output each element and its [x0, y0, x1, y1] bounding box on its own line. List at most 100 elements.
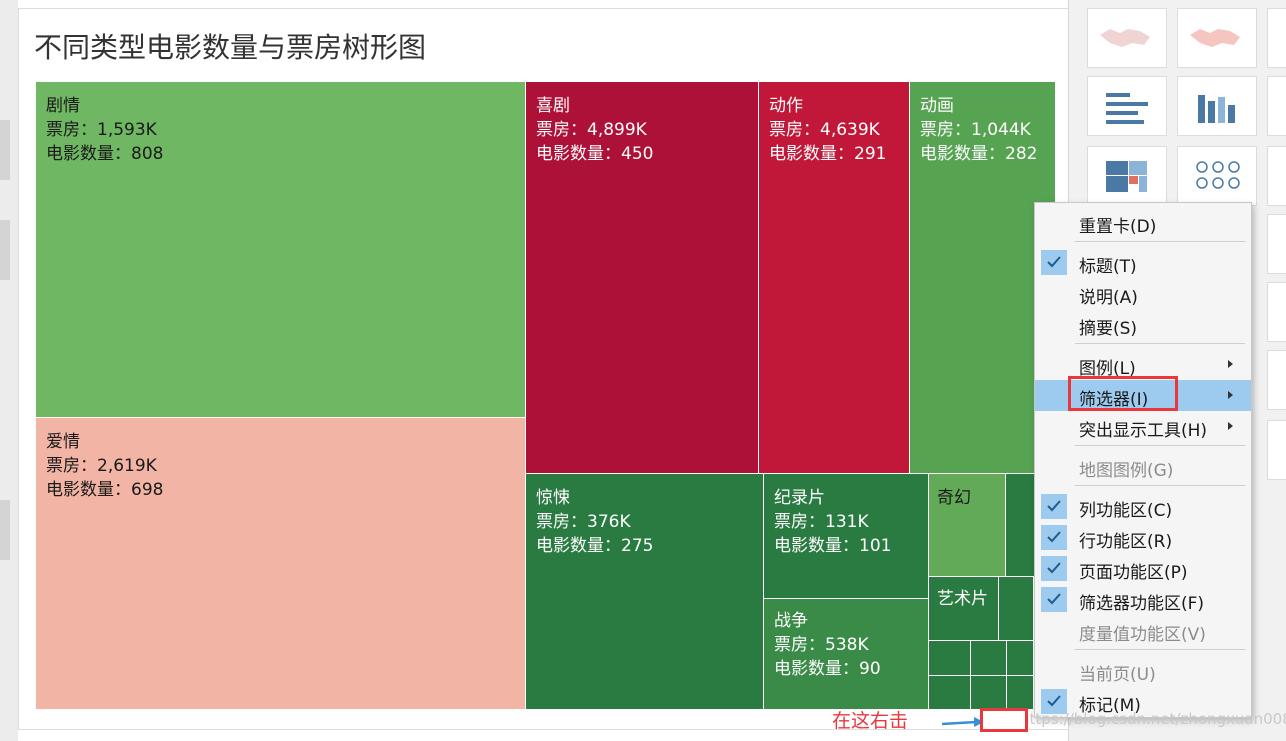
treemap-cell-animation[interactable]: 动画 票房：1,044K 电影数量：282 — [910, 82, 1056, 474]
box-office-value: 131K — [825, 512, 869, 532]
filled-map-icon[interactable] — [1087, 8, 1167, 68]
menu-item-label: 重置卡(D) — [1079, 217, 1157, 237]
cell-genre-label: 剧情 — [46, 96, 80, 116]
chart-type-icon[interactable] — [1267, 350, 1286, 410]
left-panel-edge — [0, 0, 18, 741]
box-office-value: 1,044K — [971, 120, 1031, 140]
menu-item-label: 页面功能区(P) — [1079, 563, 1188, 583]
menu-item-highlighters[interactable]: 突出显示工具(H) — [1035, 411, 1251, 442]
count-value: 101 — [859, 536, 892, 556]
treemap-icon[interactable] — [1087, 146, 1167, 206]
chart-type-icon[interactable] — [1267, 8, 1286, 68]
menu-item-filters[interactable]: 筛选器(I) — [1035, 380, 1251, 411]
menu-item-current-page: 当前页(U) — [1035, 655, 1251, 686]
menu-item-label: 列功能区(C) — [1079, 501, 1173, 521]
count-prefix: 电影数量： — [774, 536, 859, 556]
menu-item-legends[interactable]: 图例(L) — [1035, 349, 1251, 380]
treemap-cell-documentary[interactable]: 纪录片 票房：131K 电影数量：101 — [764, 474, 929, 599]
box-office-value: 1,593K — [97, 120, 157, 140]
circle-view-icon[interactable] — [1177, 146, 1257, 206]
treemap-cell-fantasy[interactable]: 奇幻 — [929, 474, 1006, 577]
menu-separator — [1075, 649, 1245, 650]
menu-item-label: 行功能区(R) — [1079, 532, 1173, 552]
menu-item-label: 度量值功能区(V) — [1079, 625, 1206, 645]
menu-item-label: 图例(L) — [1079, 359, 1136, 379]
menu-item-marks[interactable]: 标记(M) — [1035, 686, 1251, 717]
count-value: 275 — [621, 536, 654, 556]
checkmark-icon — [1041, 587, 1067, 612]
submenu-arrow-icon — [1228, 360, 1233, 368]
checkmark-icon — [1041, 525, 1067, 550]
menu-item-columns-shelf[interactable]: 列功能区(C) — [1035, 491, 1251, 522]
box-office-prefix: 票房： — [774, 512, 825, 532]
chart-type-icon[interactable] — [1267, 420, 1286, 480]
cell-genre-label: 惊悚 — [536, 488, 570, 508]
menu-item-pages-shelf[interactable]: 页面功能区(P) — [1035, 553, 1251, 584]
menu-item-label: 筛选器(I) — [1079, 390, 1149, 410]
treemap-chart[interactable]: 剧情 票房：1,593K 电影数量：808 爱情 票房：2,619K 电影数量：… — [36, 82, 1056, 710]
cell-genre-label: 战争 — [774, 611, 808, 631]
cell-genre-label: 动画 — [920, 96, 954, 116]
treemap-cell-war[interactable]: 战争 票房：538K 电影数量：90 — [764, 599, 929, 710]
box-office-prefix: 票房： — [46, 120, 97, 140]
treemap-cell-art-film[interactable]: 艺术片 — [929, 577, 999, 641]
panel-edge-tab[interactable] — [0, 120, 10, 180]
horizontal-bar-icon[interactable] — [1087, 76, 1167, 136]
menu-item-caption[interactable]: 说明(A) — [1035, 278, 1251, 309]
count-prefix: 电影数量： — [536, 536, 621, 556]
treemap-cell-small[interactable] — [929, 676, 971, 710]
context-menu: 重置卡(D) 标题(T) 说明(A) 摘要(S) 图例(L) 筛选器(I) 突出… — [1034, 202, 1252, 718]
menu-item-reset-cards[interactable]: 重置卡(D) — [1035, 207, 1251, 238]
menu-item-rows-shelf[interactable]: 行功能区(R) — [1035, 522, 1251, 553]
treemap-cell-small[interactable] — [929, 641, 971, 676]
menu-item-label: 突出显示工具(H) — [1079, 421, 1208, 441]
treemap-cell-small[interactable] — [999, 577, 1034, 641]
box-office-prefix: 票房： — [774, 635, 825, 655]
box-office-prefix: 票房： — [769, 120, 820, 140]
treemap-cell-small[interactable] — [971, 676, 1007, 710]
menu-item-label: 筛选器功能区(F) — [1079, 594, 1205, 614]
treemap-cell-comedy[interactable]: 喜剧 票房：4,899K 电影数量：450 — [526, 82, 759, 474]
count-prefix: 电影数量： — [769, 144, 854, 164]
box-office-value: 538K — [825, 635, 869, 655]
annotation-arrow-icon — [941, 717, 984, 727]
box-office-prefix: 票房： — [46, 456, 97, 476]
chart-type-icon[interactable] — [1267, 214, 1286, 274]
menu-item-label: 地图图例(G) — [1079, 461, 1174, 481]
menu-separator — [1075, 241, 1245, 242]
worksheet-title[interactable]: 不同类型电影数量与票房树形图 — [34, 31, 427, 64]
box-office-value: 376K — [587, 512, 631, 532]
menu-separator — [1075, 445, 1245, 446]
treemap-cell-small[interactable] — [1007, 676, 1034, 710]
panel-edge-tab[interactable] — [0, 500, 10, 560]
symbol-map-icon[interactable] — [1177, 8, 1257, 68]
box-office-prefix: 票房： — [536, 120, 587, 140]
chart-type-icon[interactable] — [1267, 146, 1286, 206]
treemap-cell-action[interactable]: 动作 票房：4,639K 电影数量：291 — [759, 82, 910, 474]
treemap-cell-thriller[interactable]: 惊悚 票房：376K 电影数量：275 — [526, 474, 764, 710]
treemap-cell-small[interactable] — [1007, 641, 1034, 676]
treemap-cell-drama[interactable]: 剧情 票房：1,593K 电影数量：808 — [36, 82, 526, 418]
panel-edge-tab[interactable] — [0, 220, 10, 280]
treemap-cell-romance[interactable]: 爱情 票房：2,619K 电影数量：698 — [36, 418, 526, 710]
treemap-cell-small[interactable] — [971, 641, 1007, 676]
box-office-value: 2,619K — [97, 456, 157, 476]
checkmark-icon — [1041, 556, 1067, 581]
watermark: https://blog.csdn.net/zhongxuan008 — [1020, 710, 1286, 728]
chart-type-icon[interactable] — [1267, 76, 1286, 136]
menu-item-title[interactable]: 标题(T) — [1035, 247, 1251, 278]
chart-type-icon[interactable] — [1267, 282, 1286, 342]
count-value: 90 — [859, 659, 881, 679]
count-prefix: 电影数量： — [536, 144, 621, 164]
highlight-box-filters — [1068, 376, 1178, 411]
stacked-bar-icon[interactable] — [1177, 76, 1257, 136]
highlight-box-right-click-spot[interactable] — [980, 708, 1028, 732]
count-value: 291 — [854, 144, 887, 164]
count-prefix: 电影数量： — [920, 144, 1005, 164]
count-value: 282 — [1005, 144, 1038, 164]
menu-separator — [1075, 485, 1245, 486]
menu-item-filters-shelf[interactable]: 筛选器功能区(F) — [1035, 584, 1251, 615]
cell-genre-label: 纪录片 — [774, 488, 825, 508]
box-office-prefix: 票房： — [536, 512, 587, 532]
menu-item-summary[interactable]: 摘要(S) — [1035, 309, 1251, 340]
